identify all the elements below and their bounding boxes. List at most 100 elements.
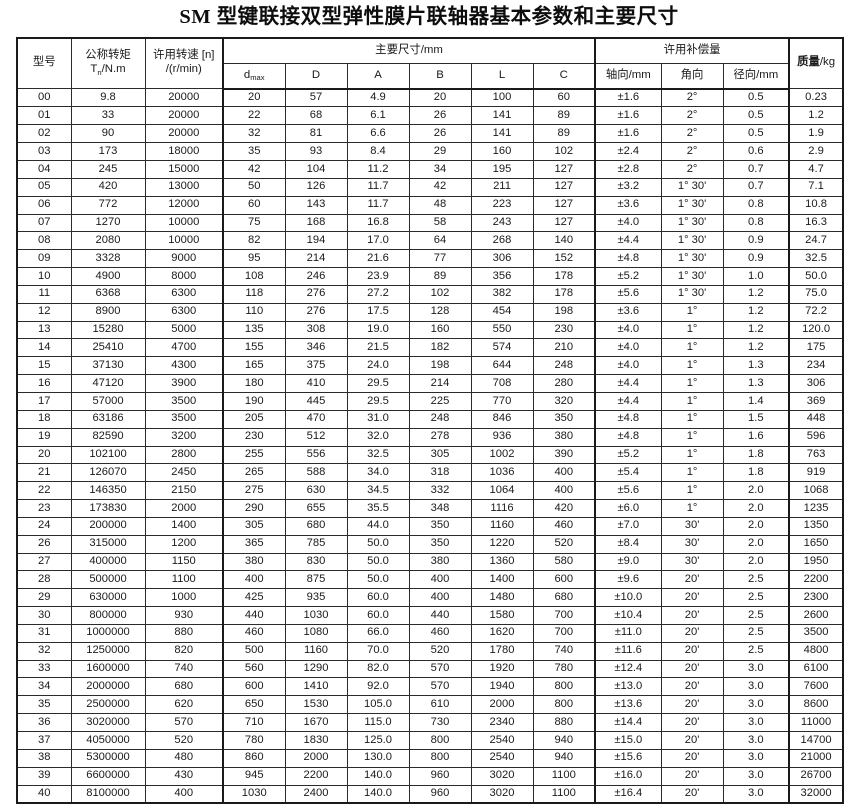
- table-cell: ±5.4: [594, 463, 662, 483]
- table-cell: 1°: [660, 302, 724, 322]
- table-cell: ±4.4: [594, 391, 662, 411]
- table-cell: 470: [284, 409, 348, 429]
- table-cell: 37130: [70, 356, 146, 376]
- table-cell: 30': [660, 534, 724, 554]
- table-row: 01 33 20000 22 68 6.1 26 141 89 ±1.6 2° 0.5 1.2: [16, 106, 844, 126]
- table-cell: ±1.6: [594, 88, 662, 108]
- table-cell: 135: [222, 320, 286, 340]
- table-cell: 140: [532, 231, 597, 251]
- table-cell: 152: [532, 249, 597, 269]
- table-cell: 182: [408, 338, 472, 358]
- table-cell: 2540: [470, 748, 534, 768]
- table-cell: 57000: [70, 391, 146, 411]
- table-cell: 27.2: [346, 284, 410, 304]
- table-cell: 500: [222, 641, 286, 661]
- table-cell: 1.3: [722, 356, 791, 376]
- table-cell: 1.4: [722, 391, 791, 411]
- table-cell: 400000: [70, 552, 146, 572]
- table-header: 型号 公称转矩 Tn/N.m 许用转速 [n] /(r/min) 主要尺寸/mm…: [16, 37, 844, 90]
- mass-unit: /kg: [819, 56, 836, 69]
- table-cell: 20': [660, 606, 724, 625]
- cell-model: 13: [16, 320, 72, 340]
- table-cell: 75.0: [788, 284, 844, 304]
- d-symbol: d: [243, 68, 251, 81]
- header-allowable-speed-line2: /(r/min): [165, 63, 202, 76]
- table-cell: 730: [408, 713, 472, 732]
- table-cell: 66.0: [346, 623, 410, 643]
- table-cell: ±16.0: [594, 766, 662, 786]
- table-cell: 48: [408, 195, 472, 215]
- table-cell: 460: [222, 623, 286, 643]
- table-cell: 92.0: [346, 677, 410, 697]
- table-cell: 940: [532, 748, 597, 768]
- table-cell: 650: [222, 695, 286, 715]
- table-cell: 105.0: [346, 695, 410, 715]
- table-row: 32 1250000 820 500 1160 70.0 520 1780 740 ±11.6 20…: [16, 641, 844, 661]
- table-cell: 20': [660, 677, 724, 697]
- table-cell: 1.6: [722, 427, 791, 447]
- table-cell: 4700: [144, 338, 224, 358]
- table-cell: 32.0: [346, 427, 410, 447]
- table-cell: 2°: [660, 160, 724, 179]
- torque-unit: /N.m: [101, 63, 126, 76]
- table-cell: 1.3: [722, 374, 791, 393]
- table-cell: 1000: [144, 588, 224, 608]
- table-cell: 570: [408, 659, 472, 679]
- table-cell: 155: [222, 338, 286, 358]
- table-cell: 7.1: [788, 177, 844, 197]
- table-cell: 800: [532, 677, 597, 697]
- table-cell: 945: [222, 766, 286, 786]
- table-cell: ±4.0: [594, 338, 662, 358]
- table-cell: 440: [408, 606, 472, 625]
- table-row: 28 500000 1100 400 875 50.0 400 1400 600 ±9.6 20' 2…: [16, 570, 844, 590]
- table-row: 27 400000 1150 380 830 50.0 380 1360 580 ±9.0 30' 2…: [16, 552, 844, 572]
- table-cell: 8000: [144, 267, 224, 286]
- table-cell: 680: [144, 677, 224, 697]
- table-cell: 1036: [470, 463, 534, 483]
- table-cell: 346: [284, 338, 348, 358]
- table-row: 07 1270 10000 75 168 16.8 58 243 127 ±4.0 1° 30' 0.…: [16, 213, 844, 233]
- table-cell: 60.0: [346, 588, 410, 608]
- table-cell: 4.7: [788, 160, 844, 179]
- table-cell: ±11.0: [594, 623, 662, 643]
- table-cell: 930: [144, 606, 224, 625]
- table-cell: 1000000: [70, 623, 146, 643]
- table-cell: 936: [470, 427, 534, 447]
- table-cell: 23.9: [346, 267, 410, 286]
- table-row: 30 800000 930 440 1030 60.0 440 1580 700 ±10.4 20'…: [16, 606, 844, 625]
- table-cell: 20000: [144, 106, 224, 126]
- table-cell: 1580: [470, 606, 534, 625]
- table-cell: 1650: [788, 534, 844, 554]
- table-cell: 50.0: [346, 552, 410, 572]
- table-cell: 1220: [470, 534, 534, 554]
- table-cell: 1.5: [722, 409, 791, 429]
- table-cell: 11.7: [346, 177, 410, 197]
- table-cell: 2600: [788, 606, 844, 625]
- table-cell: 12000: [144, 195, 224, 215]
- header-model: 型号: [16, 37, 72, 90]
- table-cell: 2000000: [70, 677, 146, 697]
- table-cell: 275: [222, 481, 286, 501]
- table-cell: 1290: [284, 659, 348, 679]
- table-cell: 2450: [144, 463, 224, 483]
- table-cell: 6.1: [346, 106, 410, 126]
- table-cell: 800000: [70, 606, 146, 625]
- table-cell: 115.0: [346, 713, 410, 732]
- table-cell: 25410: [70, 338, 146, 358]
- cell-model: 10: [16, 267, 72, 286]
- table-cell: 1200: [144, 534, 224, 554]
- table-cell: 100: [470, 88, 534, 108]
- cell-model: 30: [16, 606, 72, 625]
- table-cell: 32.5: [346, 445, 410, 465]
- table-cell: 308: [284, 320, 348, 340]
- table-cell: 1°: [660, 481, 724, 501]
- table-cell: 2000: [470, 695, 534, 715]
- table-cell: 1°: [660, 463, 724, 483]
- table-cell: 4800: [788, 641, 844, 661]
- table-cell: 610: [408, 695, 472, 715]
- table-cell: 1°: [660, 409, 724, 429]
- table-row: 37 4050000 520 780 1830 125.0 800 2540 940 ±15.0 2…: [16, 731, 844, 750]
- table-cell: 173830: [70, 499, 146, 518]
- table-cell: 2500000: [70, 695, 146, 715]
- table-cell: 60.0: [346, 606, 410, 625]
